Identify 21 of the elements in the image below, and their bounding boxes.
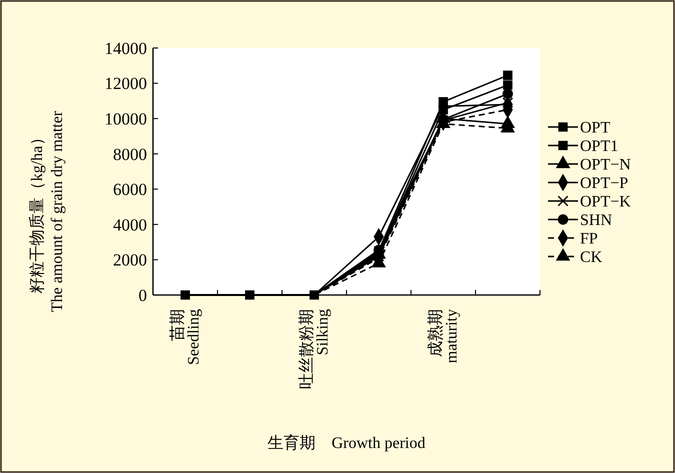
y-tick-label: 10000	[104, 110, 147, 129]
legend-label: OPT−P	[580, 175, 628, 192]
y-tick-label: 12000	[104, 74, 147, 94]
y-tick-label: 0	[138, 286, 147, 305]
y-tick-label: 4000	[113, 215, 147, 234]
x-axis-title: 生育期 Growth period	[268, 434, 426, 452]
legend-label: FP	[580, 230, 598, 248]
x-tick-label: 成熟期 maturity	[426, 309, 460, 364]
legend-label: OPT	[580, 120, 610, 137]
legend-label: OPT−K	[580, 194, 632, 211]
y-axis-title: 籽粒干物质量（kg/ha） The amount of grain dry matter	[28, 110, 66, 312]
legend-label: OPT1	[580, 138, 618, 156]
legend-label: OPT−N	[580, 156, 632, 174]
x-tick-label: 苗期 Seedling	[168, 309, 202, 365]
y-tick-label: 14000	[104, 38, 147, 58]
y-tick-label: 8000	[113, 144, 147, 164]
legend-label: CK	[580, 249, 603, 266]
legend-label: SHN	[580, 212, 612, 230]
y-tick-label: 6000	[113, 180, 147, 200]
y-tick-label: 2000	[113, 250, 147, 270]
x-tick-label: 吐丝散粉期 Silking	[297, 309, 332, 389]
